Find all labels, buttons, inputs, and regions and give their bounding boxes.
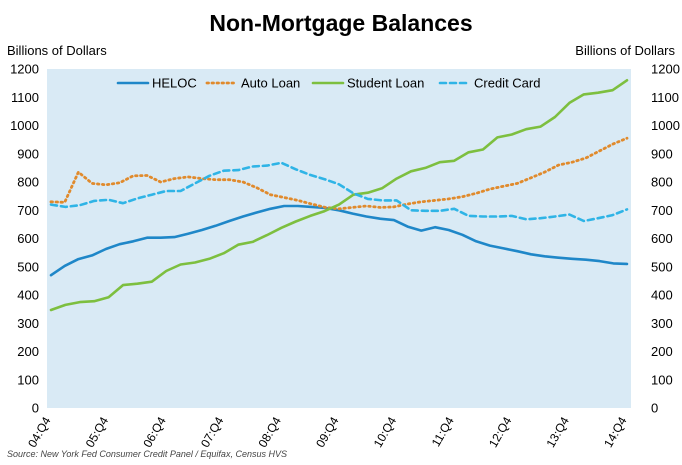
x-tick-label: 11:Q4 (429, 414, 457, 449)
y-tick-label-left: 800 (17, 175, 39, 190)
legend: HELOC Auto Loan Student Loan Credit Card (116, 76, 540, 91)
y-axis-label-right: Billions of Dollars (575, 43, 675, 58)
x-tick-label: 14:Q4 (601, 414, 630, 450)
y-tick-label-right: 1200 (651, 62, 680, 77)
y-tick-label-left: 400 (17, 288, 39, 303)
series-line-auto-loan (49, 136, 629, 211)
x-tick-label: 07:Q4 (198, 414, 227, 450)
y-tick-label-right: 500 (651, 259, 673, 274)
x-tick-label: 12:Q4 (486, 414, 515, 450)
x-tick-label: 10:Q4 (371, 414, 400, 450)
x-tick-label: 06:Q4 (140, 414, 169, 450)
y-tick-label-right: 1000 (651, 118, 680, 133)
y-tick-label-right: 0 (651, 401, 658, 416)
legend-label: Auto Loan (241, 76, 300, 91)
y-tick-label-left: 900 (17, 146, 39, 161)
legend-label: HELOC (152, 76, 197, 91)
legend-label: Student Loan (347, 76, 424, 91)
x-tick-label: 05:Q4 (83, 414, 112, 450)
y-tick-label-left: 500 (17, 259, 39, 274)
y-tick-label-left: 0 (32, 401, 39, 416)
y-tick-label-left: 700 (17, 203, 39, 218)
x-axis: 04:Q4 05:Q4 06:Q4 07:Q4 08:Q4 09:Q4 10:Q4 11:Q4… (25, 414, 630, 450)
series-line-heloc (49, 204, 629, 277)
y-tick-label-right: 100 (651, 372, 673, 387)
series-line-student-loan (49, 79, 629, 312)
y-tick-label-right: 900 (651, 146, 673, 161)
y-tick-label-left: 200 (17, 344, 39, 359)
source-note: Source: New York Fed Consumer Credit Pan… (7, 449, 287, 459)
y-tick-label-left: 1100 (11, 90, 39, 105)
y-tick-label-right: 200 (651, 344, 673, 359)
y-tick-label-left: 600 (17, 231, 39, 246)
y-tick-label-right: 400 (651, 288, 673, 303)
series-line-credit-card (49, 161, 629, 223)
plot-area (47, 69, 631, 408)
y-axis-left: 0 100 200 300 400 500 600 700 800 900 1000 1100 1200 (10, 62, 39, 416)
y-tick-label-right: 600 (651, 231, 673, 246)
x-tick-label: 09:Q4 (313, 414, 342, 450)
y-tick-label-left: 1000 (10, 118, 39, 133)
y-tick-label-right: 800 (651, 175, 673, 190)
y-tick-label-left: 100 (17, 372, 39, 387)
legend-label: Credit Card (474, 76, 540, 91)
y-axis-label-left: Billions of Dollars (7, 43, 107, 58)
chart-title: Non-Mortgage Balances (209, 10, 473, 36)
y-axis-right: 0 100 200 300 400 500 600 700 800 900 1000 1100 1200 (651, 62, 680, 416)
x-tick-label: 08:Q4 (256, 414, 285, 450)
y-tick-label-left: 1200 (10, 62, 39, 77)
x-tick-label: 04:Q4 (25, 414, 54, 450)
y-tick-label-right: 700 (651, 203, 673, 218)
y-tick-label-left: 300 (17, 316, 39, 331)
x-tick-label: 13:Q4 (544, 414, 573, 450)
series-lines (49, 79, 629, 312)
y-tick-label-right: 300 (651, 316, 673, 331)
y-tick-label-right: 1100 (651, 90, 679, 105)
